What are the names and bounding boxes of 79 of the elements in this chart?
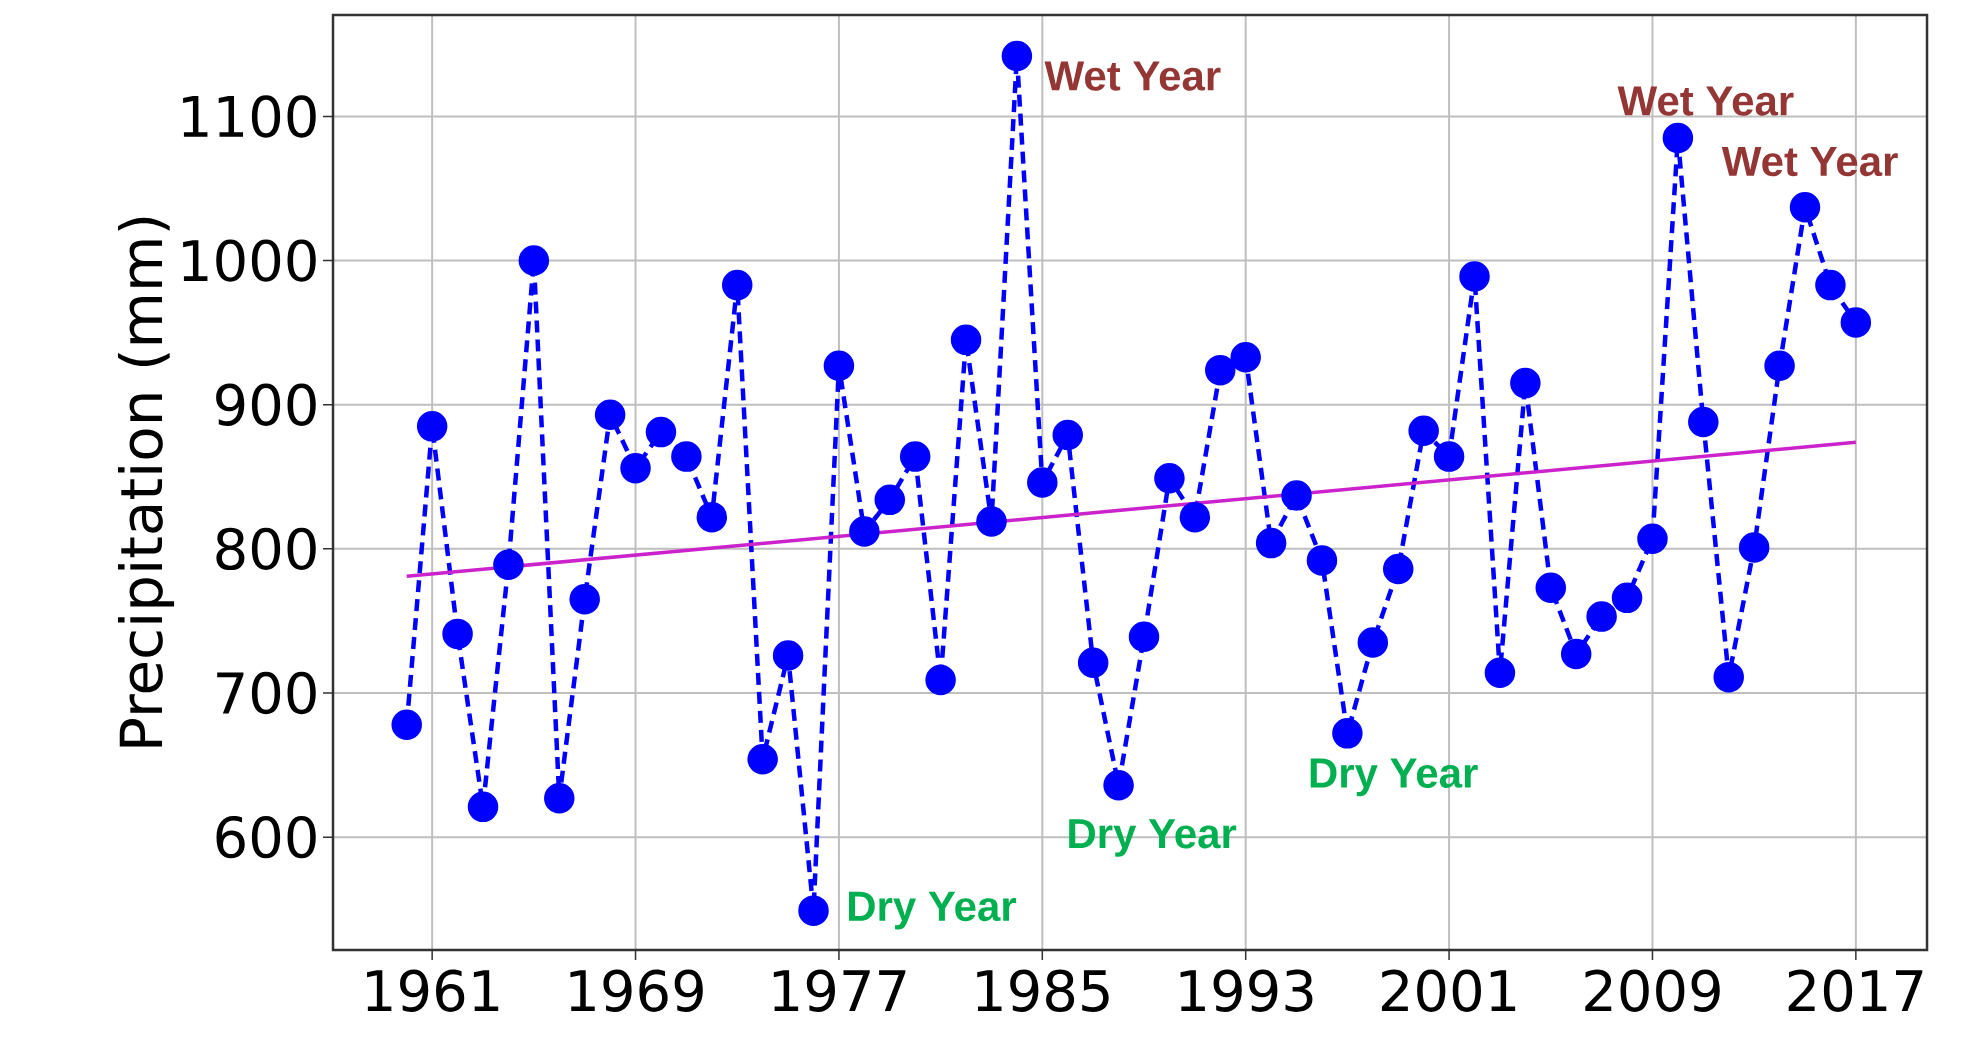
- point: [1535, 572, 1567, 604]
- y-tick-label: 1000: [183, 239, 316, 282]
- y-tick-label: 600: [216, 815, 316, 859]
- point: [1077, 647, 1109, 678]
- x-tick-label: 1993: [1180, 969, 1313, 1012]
- point: [899, 441, 931, 472]
- x-tick-label: 2001: [1381, 969, 1516, 1012]
- point: [1840, 307, 1872, 338]
- point: [1637, 523, 1668, 555]
- point: [1027, 467, 1058, 498]
- point: [1433, 441, 1465, 472]
- x-tick-label: 1985: [977, 969, 1109, 1012]
- point: [976, 506, 1007, 537]
- point: [1586, 601, 1617, 632]
- point: [671, 441, 702, 472]
- point: [950, 324, 982, 356]
- point: [620, 452, 651, 484]
- point: [696, 501, 728, 533]
- point: [569, 584, 600, 615]
- x-tick-label: 1961: [367, 969, 499, 1012]
- point: [1789, 192, 1821, 223]
- point: [1255, 527, 1287, 559]
- point: [747, 744, 778, 775]
- point: [416, 411, 448, 442]
- point: [1332, 718, 1363, 749]
- annotation: Dry Year: [1310, 758, 1478, 797]
- x-tick-label: 2017: [1788, 969, 1923, 1012]
- point: [1764, 350, 1795, 382]
- point: [1281, 480, 1312, 511]
- point: [1052, 419, 1083, 451]
- point: [1001, 40, 1033, 72]
- y-tick-label: 800: [216, 527, 316, 571]
- annotation: Dry Year: [849, 891, 1017, 930]
- point: [391, 709, 422, 740]
- y-tick-label: 900: [216, 383, 316, 426]
- point: [1103, 769, 1134, 801]
- x-tick-label: 1969: [570, 969, 703, 1012]
- point: [1205, 354, 1236, 386]
- annotation: Dry Year: [1069, 819, 1237, 857]
- point: [467, 791, 499, 823]
- point: [1688, 406, 1719, 438]
- point: [1306, 545, 1338, 576]
- point: [1560, 638, 1592, 670]
- point: [849, 516, 880, 547]
- point: [442, 618, 473, 650]
- x-tick-label: 2009: [1585, 969, 1720, 1012]
- y-axis-title: Precipitation (mm): [117, 217, 175, 747]
- point: [544, 782, 575, 814]
- point: [1128, 621, 1160, 653]
- point: [1382, 553, 1414, 585]
- point: [874, 484, 906, 516]
- point: [1484, 657, 1516, 689]
- point: [1738, 532, 1770, 563]
- point: [1154, 462, 1185, 494]
- point: [772, 640, 804, 671]
- x-tick-label: 1977: [773, 969, 906, 1012]
- annotation: Wet Year: [1721, 146, 1898, 177]
- point: [1230, 341, 1261, 373]
- point: [645, 416, 677, 448]
- point: [1408, 415, 1439, 446]
- point: [518, 245, 550, 276]
- point: [493, 549, 524, 580]
- point: [1179, 501, 1211, 533]
- point: [1815, 269, 1846, 301]
- point: [594, 399, 626, 431]
- point: [823, 350, 855, 382]
- point: [1510, 367, 1541, 399]
- point: [721, 269, 753, 301]
- y-tick-label: 1100: [183, 95, 316, 138]
- annotation: Wet Year: [1617, 86, 1794, 116]
- point: [798, 895, 829, 926]
- point: [1662, 122, 1694, 154]
- y-tick-label: 700: [217, 671, 316, 715]
- annotation: Wet Year: [1044, 61, 1221, 91]
- point: [925, 664, 956, 696]
- point: [1713, 661, 1744, 693]
- point: [1611, 582, 1643, 614]
- point: [1357, 627, 1389, 658]
- point: [1459, 261, 1490, 292]
